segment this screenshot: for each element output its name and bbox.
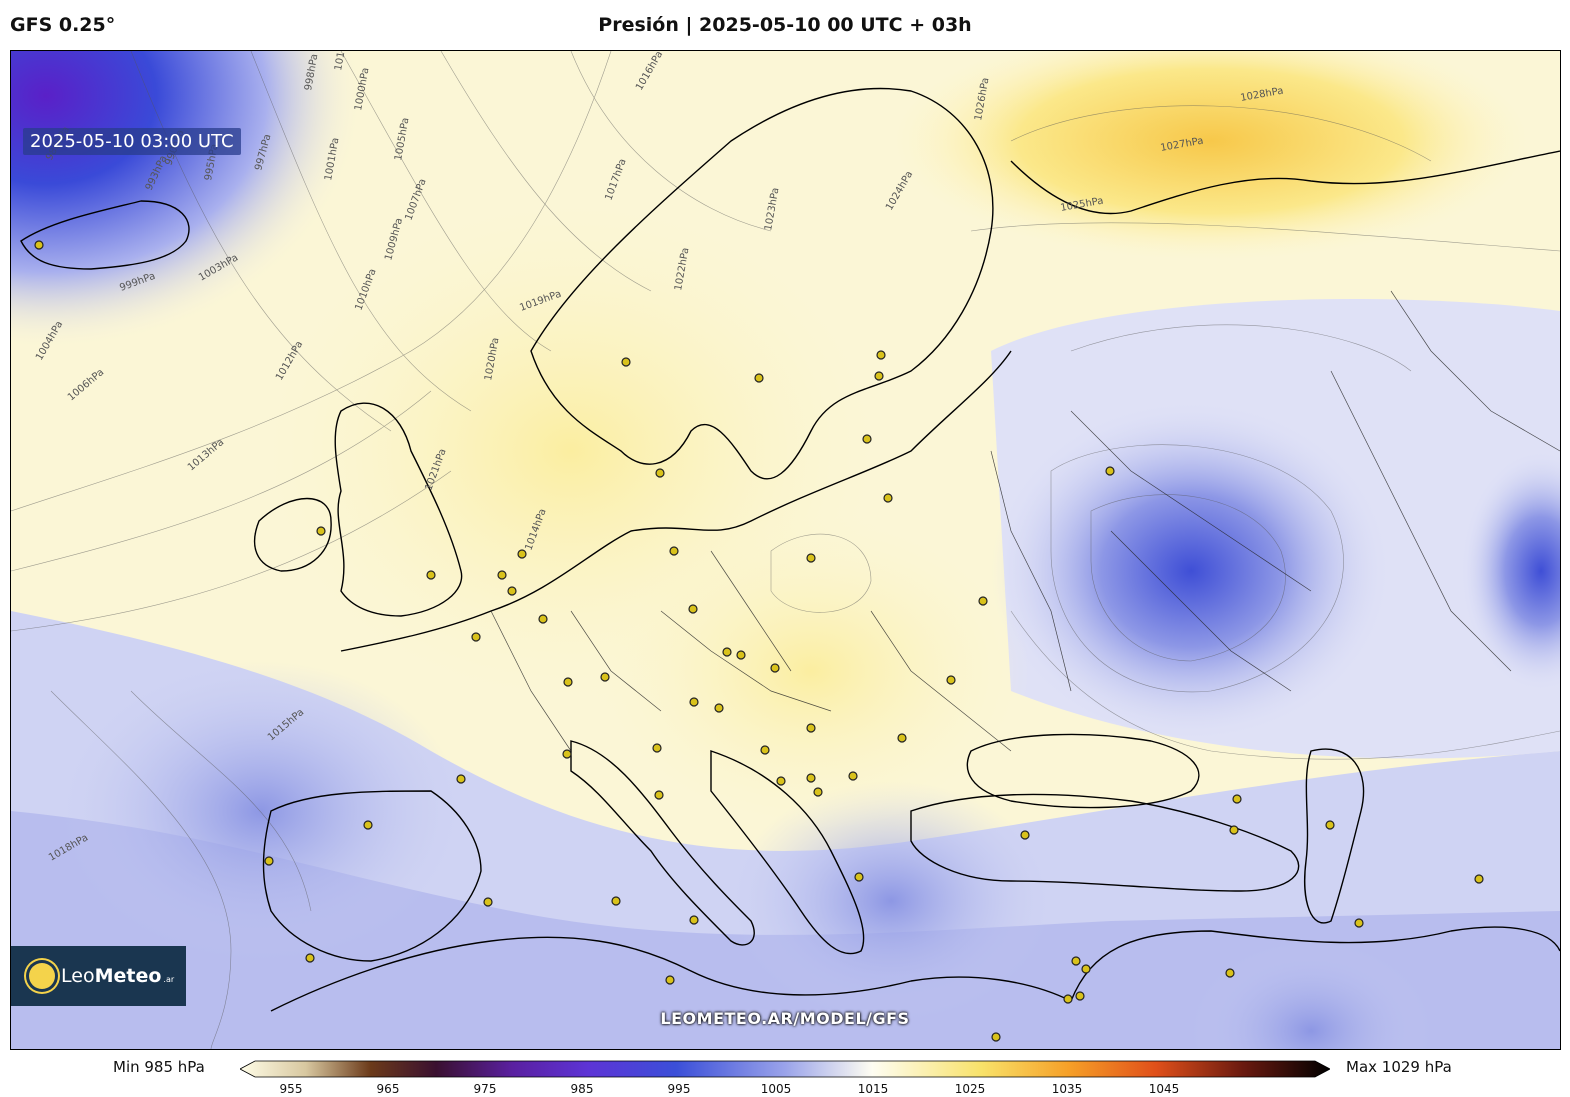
model-label: GFS 0.25° xyxy=(10,14,116,36)
map-canvas: 988hPa990hPa993hPa995hPa997hPa998hPa999h… xyxy=(11,51,1560,1049)
colorbar-tick-label: 1045 xyxy=(1148,1082,1180,1096)
colorbar-tick-label: 985 xyxy=(570,1082,594,1096)
leometeo-logo: LeoMeteo .ar xyxy=(11,946,186,1006)
timestamp-badge: 2025-05-10 03:00 UTC xyxy=(23,128,241,155)
colorbar-tick-label: 1005 xyxy=(760,1082,792,1096)
logo-tld: .ar xyxy=(163,974,175,984)
colorbar-tick-label: 1035 xyxy=(1051,1082,1083,1096)
colorbar-tick-label: 1025 xyxy=(954,1082,986,1096)
colorbar-max-label: Max 1029 hPa xyxy=(1346,1058,1452,1076)
colorbar-tick-label: 995 xyxy=(667,1082,691,1096)
colorbar-tick-label: 955 xyxy=(279,1082,303,1096)
colorbar-tick-label: 975 xyxy=(473,1082,497,1096)
colorbar-min-label: Min 985 hPa xyxy=(113,1058,205,1076)
colorbar xyxy=(240,1060,1330,1078)
chart-title: Presión | 2025-05-10 00 UTC + 03h xyxy=(598,14,972,36)
colorbar-tick-label: 965 xyxy=(376,1082,400,1096)
watermark: LEOMETEO.AR/MODEL/GFS xyxy=(660,1009,910,1028)
logo-brand: LeoMeteo xyxy=(61,965,162,987)
pressure-map[interactable]: 988hPa990hPa993hPa995hPa997hPa998hPa999h… xyxy=(10,50,1561,1050)
colorbar-tick-label: 1015 xyxy=(857,1082,889,1096)
sun-icon xyxy=(29,963,55,989)
